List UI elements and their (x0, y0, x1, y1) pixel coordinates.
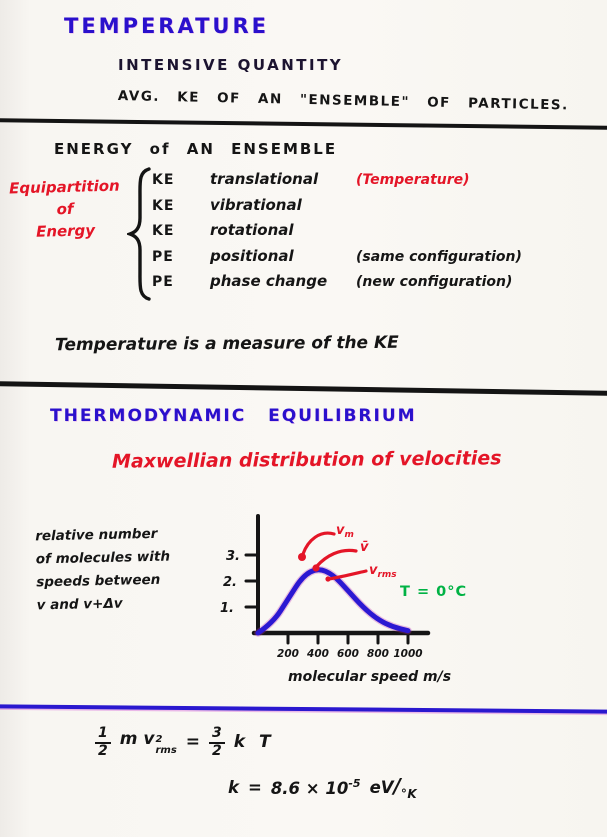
note-intensive-quantity: INTENSIVE QUANTITY (118, 56, 344, 74)
boltzmann-value: 8.6 × 10-5 (271, 777, 361, 798)
item-type: PE (152, 248, 174, 265)
boltzmann-unit: eV/°K (370, 774, 418, 801)
divider-top (0, 118, 607, 130)
equation-boltzmann: k = 8.6 × 10-5 eV/°K (228, 774, 417, 801)
xaxis-title: molecular speed m/s (288, 669, 451, 685)
arrow-vbar (315, 548, 358, 568)
chart-svg: 3. 2. 1. 200 400 600 800 1000 (220, 514, 467, 685)
annotation-arrow-tips (298, 553, 331, 582)
item-type: KE (152, 223, 175, 239)
summary-line: Temperature is a measure of the KE (54, 332, 399, 356)
eq-rhs: k T (233, 732, 275, 753)
coefficient: 8.6 × 10 (270, 779, 349, 798)
divider-middle (0, 381, 607, 396)
annotation-vbar: v̄ (360, 540, 369, 555)
item-note: (same configuration) (356, 248, 522, 265)
equipartition-label: Equipartition of Energy (5, 174, 125, 243)
y-tick-marks (244, 553, 259, 609)
item-note: (new configuration) (356, 274, 513, 290)
unit-slash: / (393, 774, 401, 798)
x-tick-label: 800 (367, 648, 389, 660)
item-name: vibrational (210, 195, 302, 214)
x-tick-label: 400 (306, 648, 329, 660)
x-tick-label: 200 (277, 648, 299, 660)
section-heading-thermodynamic: THERMODYNAMIC EQUILIBRIUM (50, 406, 417, 426)
item-type: KE (152, 197, 175, 214)
energy-item-row: KE vibrational (152, 196, 592, 222)
arrow-vrms (327, 569, 368, 581)
exponent: -5 (348, 777, 361, 790)
eq-lhs: m v (119, 728, 155, 749)
boltzmann-k: k (228, 778, 239, 797)
x-tick-label: 600 (337, 648, 359, 660)
brace-icon (127, 167, 151, 301)
divider-bottom (0, 704, 607, 714)
page-title: TEMPERATURE (64, 14, 269, 38)
fraction-one-half: 1 2 (95, 726, 111, 758)
equals-sign: = (247, 778, 262, 797)
maxwell-chart: relative number of molecules with speeds… (0, 498, 607, 703)
energy-item-row: PE positional (same configuration) (152, 247, 592, 273)
ylabel-line-3: speeds between (36, 571, 161, 591)
item-name: rotational (210, 221, 294, 239)
eq-sub: rms (155, 744, 177, 756)
annotation-arrows (301, 531, 368, 581)
ylabel-line-2: of molecules with (35, 548, 171, 568)
ylabel-line-4: v and v+Δv (36, 595, 123, 614)
item-name: positional (210, 246, 294, 265)
y-tick-label: 1. (220, 601, 234, 616)
ylabel-line-1: relative number (35, 525, 158, 545)
equals-sign: = (185, 732, 201, 753)
frac-num: 3 (209, 726, 225, 744)
equipartition-line-3: Energy (35, 221, 96, 241)
chart-ylabel: relative number of molecules with speeds… (35, 523, 171, 618)
eq-sup: 2 (155, 733, 163, 745)
energy-items-list: KE translational (Temperature) KE vibrat… (152, 170, 592, 298)
x-tick-marks (286, 633, 410, 645)
unit-ev: eV (369, 778, 394, 797)
subheading-maxwellian: Maxwellian distribution of velocities (111, 447, 502, 473)
frac-den: 2 (212, 742, 222, 759)
section-heading-energy: ENERGY of AN ENSEMBLE (54, 140, 338, 158)
annotation-vrms: vrms (369, 563, 397, 580)
equipartition-line-1: Equipartition (8, 176, 120, 198)
frac-num: 1 (95, 726, 111, 744)
item-type: KE (152, 172, 175, 188)
item-name: phase change (210, 272, 328, 290)
x-tick-label: 1000 (393, 648, 422, 660)
energy-item-row: KE translational (Temperature) (152, 170, 592, 196)
maxwell-curve (255, 567, 411, 636)
y-tick-label: 3. (226, 549, 240, 564)
temperature-note: T = 0°C (400, 584, 467, 600)
item-note: (Temperature) (356, 172, 470, 188)
note-avg-ke: AVG. KE OF AN "ENSEMBLE" OF PARTICLES. (117, 88, 569, 114)
equation-kinetic: 1 2 m v 2 rms = 3 2 k T (95, 726, 275, 758)
eq-supsub: 2 rms (155, 734, 176, 756)
y-tick-label: 2. (223, 575, 237, 590)
fraction-three-halves: 3 2 (209, 726, 225, 758)
frac-den: 2 (98, 742, 108, 759)
eq-term: m v 2 rms (120, 729, 177, 756)
item-type: PE (152, 274, 174, 290)
energy-item-row: KE rotational (152, 221, 592, 247)
arrow-vm (301, 531, 336, 556)
equipartition-line-2: of (56, 199, 74, 219)
item-name: translational (210, 170, 319, 188)
unit-kelvin: °K (400, 787, 418, 801)
annotation-vm: vm (336, 523, 354, 540)
energy-item-row: PE phase change (new configuration) (152, 272, 592, 298)
